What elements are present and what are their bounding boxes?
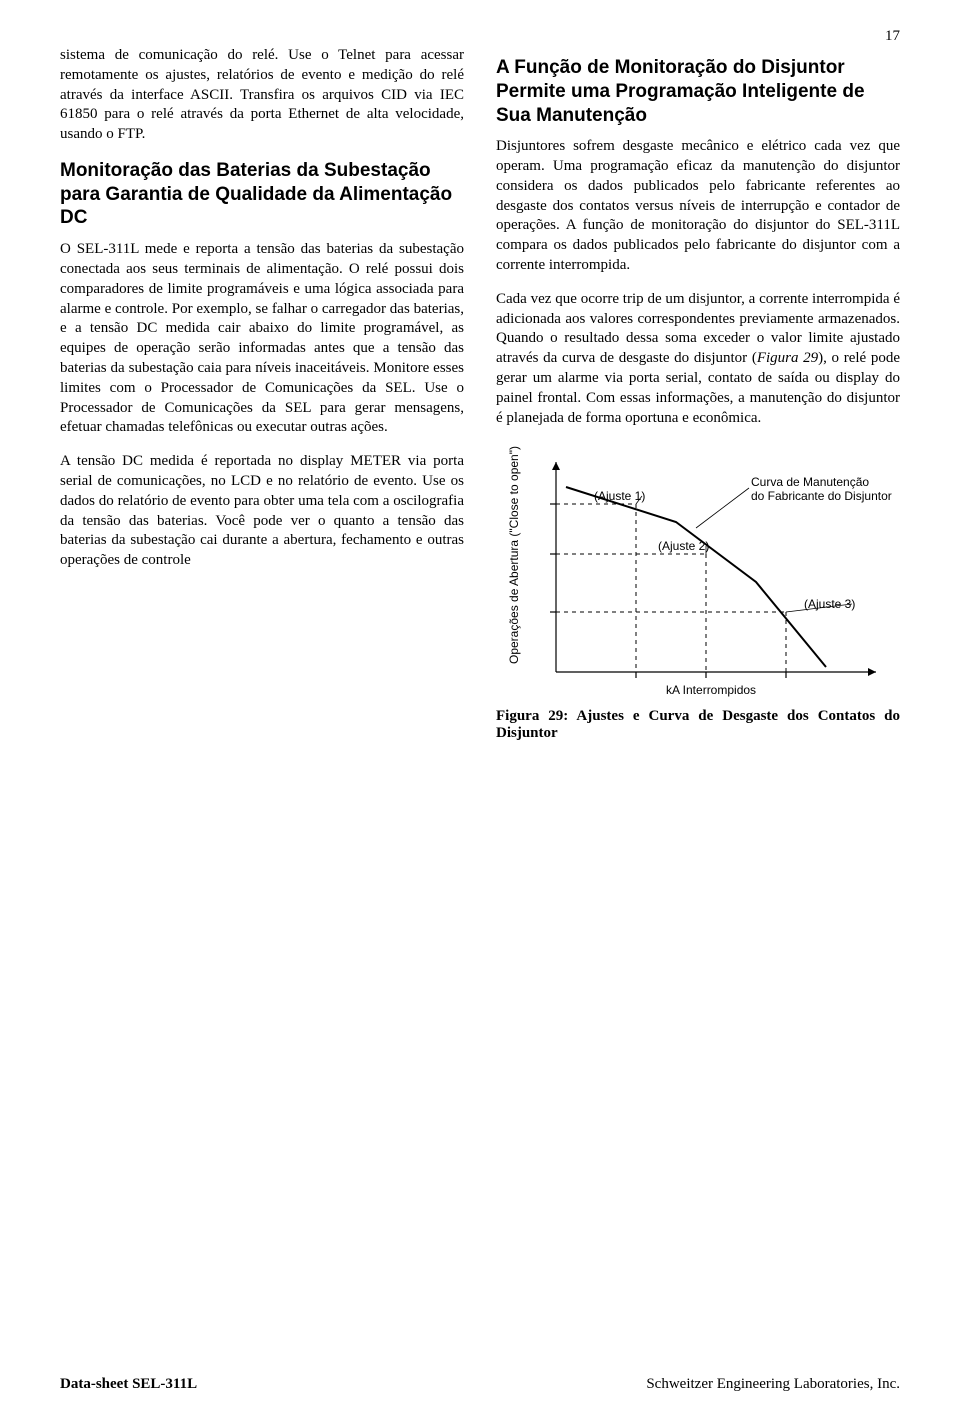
left-section-heading: Monitoração das Baterias da Subestação p… <box>60 159 464 230</box>
svg-text:Operações de Abertura ("Close: Operações de Abertura ("Close to open") <box>507 446 521 664</box>
right-column: A Função de Monitoração do Disjuntor Per… <box>496 46 900 742</box>
svg-text:do Fabricante do Disjuntor: do Fabricante do Disjuntor <box>751 489 892 503</box>
footer-right: Schweitzer Engineering Laboratories, Inc… <box>646 1376 900 1393</box>
left-column: sistema de comunicação do relé. Use o Te… <box>60 46 464 742</box>
left-paragraph-3: A tensão DC medida é reportada no displa… <box>60 452 464 571</box>
figure-reference: Figura 29 <box>757 350 818 366</box>
page-footer: Data-sheet SEL-311L Schweitzer Engineeri… <box>60 1376 900 1393</box>
left-paragraph-2: O SEL-311L mede e reporta a tensão das b… <box>60 240 464 438</box>
footer-left: Data-sheet SEL-311L <box>60 1376 197 1393</box>
two-column-layout: sistema de comunicação do relé. Use o Te… <box>60 46 900 742</box>
svg-text:Curva de Manutenção: Curva de Manutenção <box>751 475 869 489</box>
page-number: 17 <box>885 28 900 45</box>
right-paragraph-2: Cada vez que ocorre trip de um disjuntor… <box>496 290 900 429</box>
right-section-heading: A Função de Monitoração do Disjuntor Per… <box>496 56 900 127</box>
figure-29-caption: Figura 29: Ajustes e Curva de Desgaste d… <box>496 708 900 742</box>
right-paragraph-1: Disjuntores sofrem desgaste mecânico e e… <box>496 137 900 276</box>
wear-curve-svg: (Ajuste 1)(Ajuste 2)(Ajuste 3)Curva de M… <box>496 442 900 702</box>
svg-text:kA Interrompidos: kA Interrompidos <box>666 683 756 697</box>
left-intro-paragraph: sistema de comunicação do relé. Use o Te… <box>60 46 464 145</box>
svg-text:(Ajuste 1): (Ajuste 1) <box>594 489 645 503</box>
figure-29-chart: (Ajuste 1)(Ajuste 2)(Ajuste 3)Curva de M… <box>496 442 900 702</box>
